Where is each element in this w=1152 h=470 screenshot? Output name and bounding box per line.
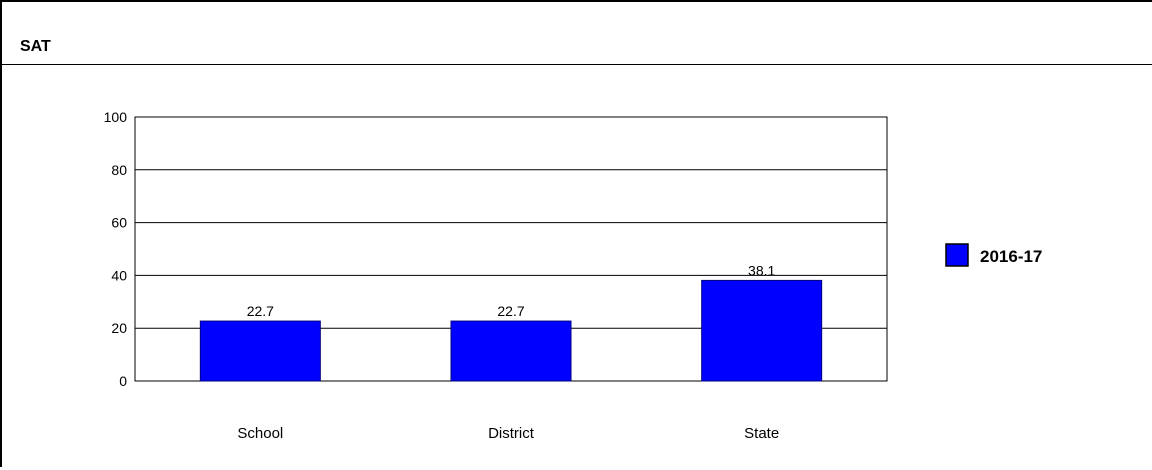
panel-header: SAT	[2, 2, 1152, 65]
x-category-label: State	[744, 425, 779, 442]
y-tick-label: 40	[111, 267, 127, 283]
x-category-label: District	[488, 425, 535, 442]
bar-value-label: 38.1	[748, 262, 775, 278]
y-tick-label: 0	[119, 373, 127, 389]
y-tick-label: 60	[111, 215, 127, 231]
sat-bar-chart: 0 20 40 60 80 100 22.7 School 22.7 District 38.1 St…	[104, 109, 1043, 442]
x-category-label: School	[237, 425, 283, 442]
bar-value-label: 22.7	[497, 303, 524, 319]
y-tick-label: 20	[111, 320, 127, 336]
legend-swatch	[945, 243, 969, 267]
bar-school	[199, 320, 321, 382]
bar-district	[450, 320, 572, 382]
bar-value-label: 22.7	[247, 303, 274, 319]
y-tick-label: 100	[104, 109, 128, 125]
bar-state	[701, 279, 823, 382]
y-tick-label: 80	[111, 162, 127, 178]
legend-label: 2016-17	[980, 247, 1042, 266]
panel-title: SAT	[20, 38, 51, 55]
